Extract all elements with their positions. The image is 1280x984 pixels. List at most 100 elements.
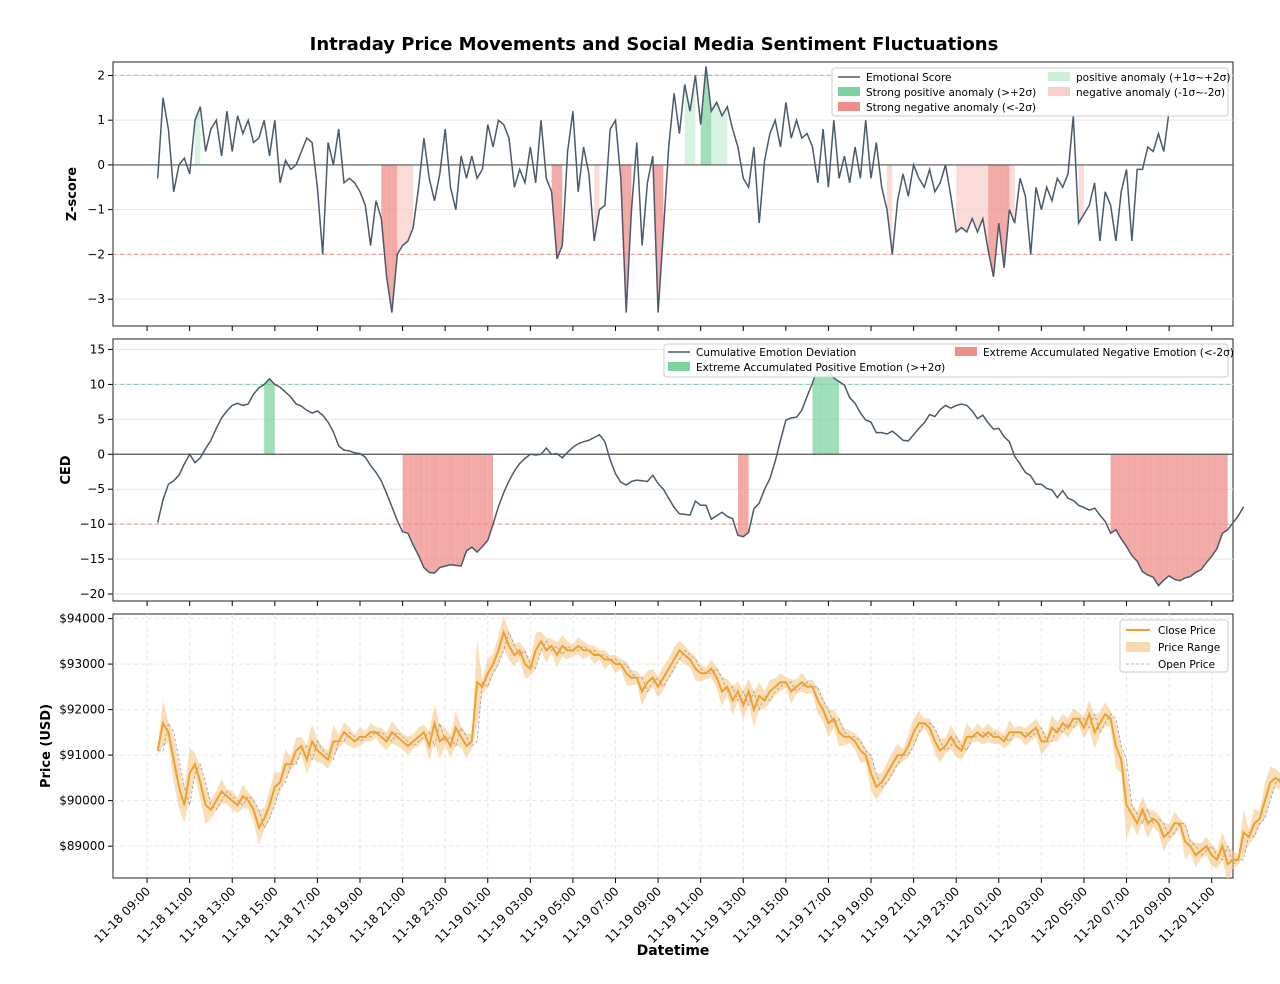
y-tick-label: 15 <box>90 342 105 356</box>
legend-swatch <box>1048 72 1070 81</box>
anomaly-region <box>1115 454 1122 539</box>
y-tick-label: −10 <box>80 517 105 531</box>
legend: Close Price Price Range Open Price <box>1119 619 1229 673</box>
anomaly-region <box>269 378 275 455</box>
anomaly-region <box>1147 454 1154 578</box>
anomaly-region <box>418 454 424 568</box>
y-tick-label: $90000 <box>59 794 105 808</box>
anomaly-region <box>658 164 664 313</box>
panel-1: 2 1 0 −1 −2 −3 Z-score Emotional Score Strong po… <box>65 61 1234 327</box>
legend-swatch <box>668 362 690 371</box>
anomaly-region <box>1004 164 1010 268</box>
close-price-line <box>156 629 1280 867</box>
plot-area <box>112 338 1234 602</box>
y-tick-label: 0 <box>97 158 105 172</box>
anomaly-region <box>434 454 440 574</box>
y-tick-label: −5 <box>87 482 105 496</box>
y-tick-label: 0 <box>97 447 105 461</box>
legend-swatch <box>955 347 977 356</box>
anomaly-region <box>194 106 201 165</box>
anomaly-region <box>455 454 462 567</box>
y-tick-label: 5 <box>97 412 105 426</box>
anomaly-region <box>737 454 744 537</box>
anomaly-region <box>413 454 419 556</box>
panel-3: $94000 $93000 $92000 $91000 $90000 $89000 Pric… <box>39 612 1280 882</box>
legend-swatch <box>838 102 860 111</box>
anomaly-region <box>812 366 818 455</box>
y-axis-label: CED <box>59 455 74 484</box>
y-tick-label: $93000 <box>59 657 105 671</box>
anomaly-region <box>966 164 973 233</box>
anomaly-region <box>402 164 408 246</box>
anomaly-region <box>423 454 430 573</box>
anomaly-region <box>743 454 749 537</box>
anomaly-region <box>1121 454 1127 547</box>
emotional-score-line <box>156 66 1170 313</box>
anomaly-region <box>556 164 563 259</box>
anomaly-region <box>982 164 989 250</box>
y-axis-label: Price (USD) <box>39 704 54 788</box>
anomaly-region <box>397 164 403 255</box>
anomaly-region <box>594 164 600 241</box>
legend: Emotional Score Strong positive anomaly (… <box>831 67 1230 117</box>
ced-line <box>156 362 1245 587</box>
legend-label: Strong positive anomaly (>+2σ) <box>866 87 1036 99</box>
legend-box <box>831 67 1229 117</box>
anomaly-region <box>407 454 414 546</box>
x-axis-label: Datetime <box>637 943 710 959</box>
anomaly-region <box>487 454 494 541</box>
anomaly-region <box>1137 454 1143 572</box>
anomaly-region <box>386 164 392 313</box>
anomaly-region <box>482 454 488 547</box>
anomaly-region <box>1206 454 1212 563</box>
legend-label: Emotional Score <box>866 72 952 84</box>
anomaly-region <box>711 102 717 165</box>
anomaly-region <box>828 370 834 455</box>
legend-swatch <box>1126 642 1150 652</box>
anomaly-region <box>721 106 728 165</box>
anomaly-region <box>998 164 1005 268</box>
anomaly-region <box>706 66 712 165</box>
anomaly-region <box>700 66 707 165</box>
y-tick-label: −1 <box>87 203 105 217</box>
y-tick-label: −2 <box>87 247 105 261</box>
anomaly-region <box>402 454 408 534</box>
anomaly-region <box>1126 454 1132 556</box>
panel-2: 15 10 5 0 −5 −10 −15 −20 CED Cumulative Emotion D… <box>59 338 1245 602</box>
anomaly-region <box>1211 454 1218 557</box>
legend-swatch <box>1048 87 1070 96</box>
anomaly-region <box>972 164 978 233</box>
anomaly-region <box>1009 164 1015 224</box>
anomaly-region <box>1185 454 1191 578</box>
anomaly-region <box>461 454 467 567</box>
anomaly-region <box>445 454 451 567</box>
anomaly-region <box>1217 454 1223 549</box>
legend-label: Cumulative Emotion Deviation <box>696 347 856 359</box>
anomaly-region <box>1153 454 1159 586</box>
anomaly-region <box>1142 454 1148 576</box>
anomaly-region <box>1163 454 1170 581</box>
legend-label: Extreme Accumulated Positive Emotion (>+… <box>696 362 945 374</box>
legend-label: Extreme Accumulated Negative Emotion (<-… <box>983 347 1234 359</box>
y-tick-label: −15 <box>80 552 105 566</box>
anomaly-region <box>429 454 435 574</box>
anomaly-region <box>1131 454 1138 562</box>
anomaly-region <box>439 454 446 568</box>
anomaly-region <box>823 363 829 455</box>
y-tick-label: 2 <box>97 68 105 82</box>
y-tick-label: −3 <box>87 292 105 306</box>
anomaly-region <box>1179 454 1186 581</box>
legend-label: Strong negative anomaly (<-2σ) <box>866 102 1036 114</box>
anomaly-region <box>450 454 456 566</box>
anomaly-region <box>977 164 983 233</box>
anomaly-region <box>1222 454 1228 534</box>
y-tick-label: $89000 <box>59 839 105 853</box>
anomaly-region <box>1169 454 1175 580</box>
anomaly-region <box>1174 454 1180 581</box>
legend-label: Close Price <box>1158 625 1216 637</box>
anomaly-region <box>833 378 840 455</box>
anomaly-region <box>1078 164 1084 224</box>
legend-swatch <box>838 87 860 96</box>
